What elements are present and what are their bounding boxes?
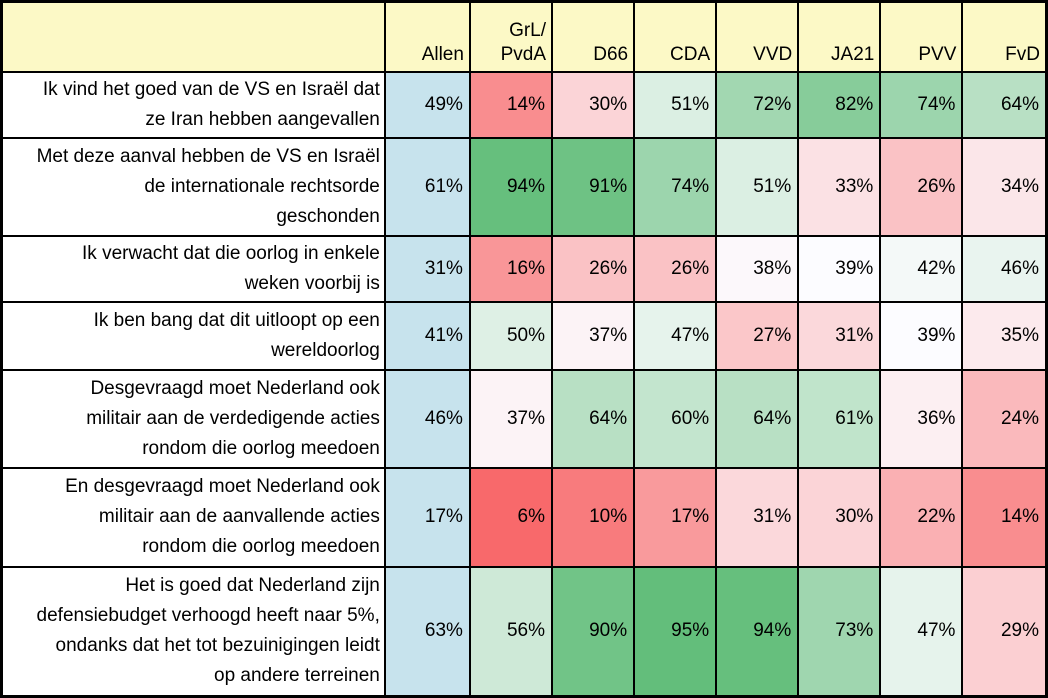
value-cell-d66: 30% — [551, 70, 636, 140]
value-cell-pvv: 26% — [879, 137, 964, 237]
value-cell-grl-pvda: 94% — [468, 137, 554, 237]
column-header-grl-pvda: GrL/ PvdA — [468, 0, 554, 73]
value-cell-d66: 37% — [551, 301, 636, 372]
value-cell-pvv: 42% — [879, 234, 964, 304]
row-label: Ik ben bang dat dit uitloopt op een were… — [0, 301, 386, 372]
value-cell-grl-pvda: 14% — [468, 70, 554, 140]
column-header-ja21: JA21 — [797, 0, 882, 73]
value-cell-pvv: 74% — [879, 70, 964, 140]
value-cell-vvd: 72% — [715, 70, 800, 140]
value-cell-allen: 49% — [383, 70, 471, 140]
value-cell-ja21: 73% — [797, 565, 882, 698]
value-cell-fvd: 64% — [961, 70, 1048, 140]
value-cell-vvd: 51% — [715, 137, 800, 237]
value-cell-pvv: 22% — [879, 466, 964, 568]
value-cell-cda: 26% — [633, 234, 718, 304]
value-cell-pvv: 39% — [879, 301, 964, 372]
value-cell-fvd: 34% — [961, 137, 1048, 237]
value-cell-allen: 31% — [383, 234, 471, 304]
row-label: Ik vind het goed van de VS en Israël dat… — [0, 70, 386, 140]
column-header-cda: CDA — [633, 0, 718, 73]
value-cell-allen: 46% — [383, 369, 471, 469]
column-header-d66: D66 — [551, 0, 636, 73]
row-label: Het is goed dat Nederland zijn defensieb… — [0, 565, 386, 698]
row-label: Desgevraagd moet Nederland ook militair … — [0, 369, 386, 469]
table-row: En desgevraagd moet Nederland ook milita… — [0, 466, 1048, 568]
value-cell-d66: 26% — [551, 234, 636, 304]
value-cell-ja21: 61% — [797, 369, 882, 469]
value-cell-fvd: 46% — [961, 234, 1048, 304]
value-cell-cda: 47% — [633, 301, 718, 372]
value-cell-grl-pvda: 50% — [468, 301, 554, 372]
value-cell-allen: 63% — [383, 565, 471, 698]
value-cell-pvv: 36% — [879, 369, 964, 469]
table-row: Ik ben bang dat dit uitloopt op een were… — [0, 301, 1048, 372]
value-cell-d66: 91% — [551, 137, 636, 237]
value-cell-d66: 64% — [551, 369, 636, 469]
column-header-allen: Allen — [383, 0, 471, 73]
value-cell-pvv: 47% — [879, 565, 964, 698]
value-cell-d66: 10% — [551, 466, 636, 568]
value-cell-cda: 17% — [633, 466, 718, 568]
value-cell-grl-pvda: 6% — [468, 466, 554, 568]
value-cell-vvd: 27% — [715, 301, 800, 372]
value-cell-ja21: 82% — [797, 70, 882, 140]
column-header-fvd: FvD — [961, 0, 1048, 73]
value-cell-fvd: 24% — [961, 369, 1048, 469]
value-cell-vvd: 94% — [715, 565, 800, 698]
value-cell-cda: 74% — [633, 137, 718, 237]
table-row: Ik verwacht dat die oorlog in enkele wek… — [0, 234, 1048, 304]
value-cell-allen: 61% — [383, 137, 471, 237]
table-body: Ik vind het goed van de VS en Israël dat… — [0, 70, 1048, 698]
value-cell-vvd: 64% — [715, 369, 800, 469]
value-cell-fvd: 35% — [961, 301, 1048, 372]
value-cell-grl-pvda: 37% — [468, 369, 554, 469]
value-cell-d66: 90% — [551, 565, 636, 698]
corner-cell — [0, 0, 386, 73]
value-cell-ja21: 31% — [797, 301, 882, 372]
value-cell-cda: 95% — [633, 565, 718, 698]
table-row: Ik vind het goed van de VS en Israël dat… — [0, 70, 1048, 140]
row-label: Ik verwacht dat die oorlog in enkele wek… — [0, 234, 386, 304]
value-cell-ja21: 39% — [797, 234, 882, 304]
value-cell-fvd: 14% — [961, 466, 1048, 568]
column-header-vvd: VVD — [715, 0, 800, 73]
value-cell-vvd: 31% — [715, 466, 800, 568]
value-cell-vvd: 38% — [715, 234, 800, 304]
value-cell-allen: 41% — [383, 301, 471, 372]
row-label: Met deze aanval hebben de VS en Israël d… — [0, 137, 386, 237]
value-cell-ja21: 33% — [797, 137, 882, 237]
header-row: Allen GrL/ PvdA D66 CDA VVD JA21 PVV FvD — [0, 0, 1048, 73]
column-header-pvv: PVV — [879, 0, 964, 73]
value-cell-allen: 17% — [383, 466, 471, 568]
table-row: Het is goed dat Nederland zijn defensieb… — [0, 565, 1048, 698]
value-cell-cda: 51% — [633, 70, 718, 140]
value-cell-ja21: 30% — [797, 466, 882, 568]
value-cell-cda: 60% — [633, 369, 718, 469]
value-cell-grl-pvda: 56% — [468, 565, 554, 698]
row-label: En desgevraagd moet Nederland ook milita… — [0, 466, 386, 568]
value-cell-fvd: 29% — [961, 565, 1048, 698]
table-row: Met deze aanval hebben de VS en Israël d… — [0, 137, 1048, 237]
table-row: Desgevraagd moet Nederland ook militair … — [0, 369, 1048, 469]
value-cell-grl-pvda: 16% — [468, 234, 554, 304]
